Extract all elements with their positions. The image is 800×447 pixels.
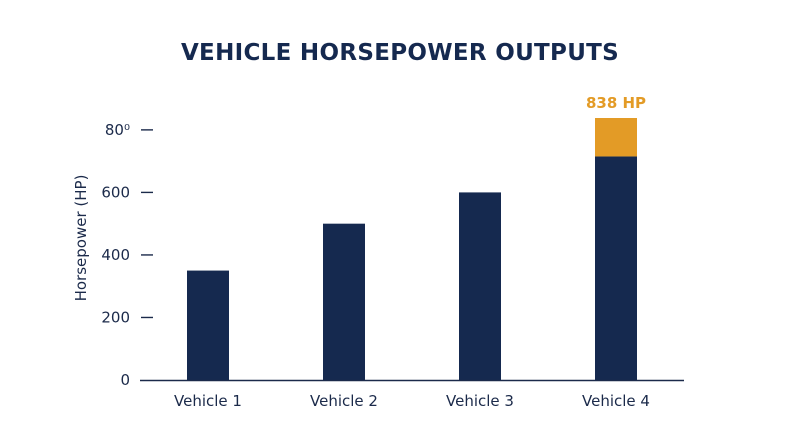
y-axis-label: Horsepower (HP) (72, 175, 90, 302)
bar-highlight-segment (595, 118, 637, 157)
x-category-label: Vehicle 4 (582, 392, 650, 410)
x-category-label: Vehicle 1 (174, 392, 242, 410)
y-tick-label: 400 (101, 246, 130, 264)
y-tick-label: 0 (120, 371, 130, 389)
bar-vehicle-4 (595, 156, 637, 380)
x-axis-categories: Vehicle 1 Vehicle 2 Vehicle 3 Vehicle 4 (174, 392, 650, 410)
y-tick-label: 600 (101, 183, 130, 201)
x-category-label: Vehicle 2 (310, 392, 378, 410)
y-tick-label: 80⁰ (105, 121, 130, 139)
chart-title: VEHICLE HORSEPOWER OUTPUTS (181, 40, 619, 66)
y-axis-ticks: 0 200 400 600 80⁰ (101, 121, 153, 389)
bar-vehicle-2 (323, 223, 365, 380)
bar-vehicle-3 (459, 192, 501, 380)
y-tick-label: 200 (101, 308, 130, 326)
highlight-data-label: 838 HP (586, 94, 646, 112)
bar-vehicle-1 (187, 270, 229, 380)
bars (187, 118, 637, 380)
x-category-label: Vehicle 3 (446, 392, 514, 410)
